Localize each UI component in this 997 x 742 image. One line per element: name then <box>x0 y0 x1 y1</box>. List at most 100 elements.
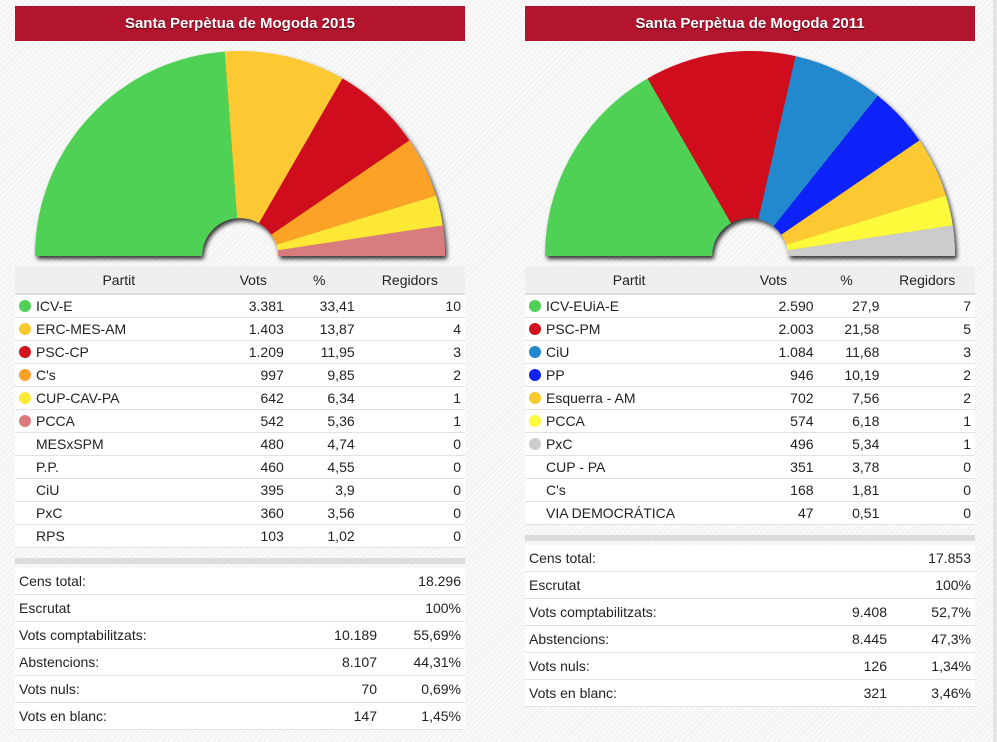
party-color-dot-icon <box>19 369 31 381</box>
votes-cell: 1.209 <box>222 340 284 364</box>
summary-pct: 18.296 <box>381 568 465 595</box>
seats-cell: 0 <box>354 455 465 479</box>
summary-row: Abstencions: 8.107 44,31% <box>15 648 465 676</box>
votes-cell: 496 <box>733 432 814 456</box>
pct-cell: 11,95 <box>283 340 355 364</box>
votes-cell: 47 <box>733 501 814 525</box>
party-cell: MESxSPM <box>15 432 223 456</box>
party-name: CiU <box>546 344 570 360</box>
pct-cell: 6,18 <box>813 409 880 433</box>
party-cell: ICV-EUiA-E <box>525 294 734 318</box>
summary-row: Escrutat 100% <box>15 594 465 622</box>
party-name: PSC-CP <box>36 344 89 360</box>
hemicycle-segment-icv-e <box>35 51 238 257</box>
summary-row: Escrutat 100% <box>525 571 975 599</box>
votes-cell: 480 <box>222 432 284 456</box>
summary-pct: 55,69% <box>381 621 465 649</box>
table-row: PxC 360 3,56 0 <box>15 501 465 525</box>
party-color-dot-icon <box>529 300 541 312</box>
hemicycle-svg <box>545 50 955 257</box>
summary-label: Escrutat <box>15 594 273 622</box>
pct-cell: 6,34 <box>283 386 355 410</box>
header-party: Partit <box>525 266 734 295</box>
party-cell: ERC-MES-AM <box>15 317 223 341</box>
party-cell: ICV-E <box>15 294 223 318</box>
panel-title: Santa Perpètua de Mogoda 2011 <box>525 6 975 41</box>
summary-label: Vots en blanc: <box>15 702 273 730</box>
hemicycle-segment-pxc <box>787 225 955 256</box>
summary-pct: 100% <box>891 571 975 599</box>
hemicycle-segment-pp <box>773 95 920 235</box>
seats-cell: 2 <box>879 363 975 387</box>
table-row: C's 997 9,85 2 <box>15 363 465 387</box>
summary-row: Cens total: 18.296 <box>15 568 465 595</box>
votes-cell: 460 <box>222 455 284 479</box>
summary-value: 8.107 <box>273 648 381 676</box>
summary-row: Vots en blanc: 147 1,45% <box>15 702 465 730</box>
party-color-dot-icon <box>19 484 31 496</box>
votes-cell: 103 <box>222 524 284 548</box>
party-name: PxC <box>36 505 63 521</box>
summary-row: Vots en blanc: 321 3,46% <box>525 679 975 707</box>
hemicycle-segment-esquerra-am <box>781 140 946 245</box>
table-row: PxC 496 5,34 1 <box>525 432 975 456</box>
party-color-dot-icon <box>529 507 541 519</box>
pct-cell: 7,56 <box>813 386 880 410</box>
summary-table: Cens total: 18.296 Escrutat 100% Vots compta… <box>15 568 465 730</box>
hemicycle-segment-psc-pm <box>647 50 796 224</box>
party-name: CiU <box>36 482 60 498</box>
summary-row: Vots comptabilitzats: 9.408 52,7% <box>525 598 975 626</box>
votes-cell: 574 <box>733 409 814 433</box>
party-cell: PP <box>525 363 734 387</box>
table-header-row: Partit Vots % Regidors <box>15 266 465 295</box>
hemicycle-chart <box>525 41 975 266</box>
party-cell: CiU <box>15 478 223 502</box>
party-name: C's <box>36 367 56 383</box>
party-color-dot-icon <box>19 392 31 404</box>
summary-label: Escrutat <box>525 571 783 599</box>
pct-cell: 33,41 <box>283 294 355 318</box>
pct-cell: 9,85 <box>283 363 355 387</box>
summary-value: 9.408 <box>783 598 891 626</box>
hemicycle-segment-psc-cp <box>259 78 410 235</box>
pct-cell: 3,9 <box>283 478 355 502</box>
table-row: CUP-CAV-PA 642 6,34 1 <box>15 386 465 410</box>
hemicycle-group <box>35 50 445 257</box>
hemicycle-segment-ciu <box>758 56 878 227</box>
party-name: MESxSPM <box>36 436 104 452</box>
separator <box>15 558 465 564</box>
votes-cell: 642 <box>222 386 284 410</box>
party-name: C's <box>546 482 566 498</box>
party-color-dot-icon <box>529 323 541 335</box>
separator <box>525 535 975 541</box>
table-row: PCCA 542 5,36 1 <box>15 409 465 433</box>
table-row: PSC-CP 1.209 11,95 3 <box>15 340 465 364</box>
party-color-dot-icon <box>529 415 541 427</box>
header-votes: Vots <box>733 266 814 295</box>
party-name: CUP - PA <box>546 459 606 475</box>
header-pct: % <box>283 266 355 295</box>
table-row: Esquerra - AM 702 7,56 2 <box>525 386 975 410</box>
seats-cell: 2 <box>354 363 465 387</box>
table-row: C's 168 1,81 0 <box>525 478 975 502</box>
party-name: ICV-E <box>36 298 73 314</box>
summary-row: Vots nuls: 126 1,34% <box>525 652 975 680</box>
summary-value <box>783 545 891 572</box>
seats-cell: 4 <box>354 317 465 341</box>
pct-cell: 10,19 <box>813 363 880 387</box>
table-row: P.P. 460 4,55 0 <box>15 455 465 479</box>
seats-cell: 0 <box>354 524 465 548</box>
table-header-row: Partit Vots % Regidors <box>525 266 975 295</box>
party-color-dot-icon <box>529 461 541 473</box>
seats-cell: 2 <box>879 386 975 410</box>
summary-pct: 17.853 <box>891 545 975 572</box>
hemicycle-segment-icv-euia-e <box>545 78 731 257</box>
party-cell: PxC <box>525 432 734 456</box>
party-cell: C's <box>525 478 734 502</box>
seats-cell: 1 <box>879 409 975 433</box>
summary-pct: 52,7% <box>891 598 975 626</box>
party-color-dot-icon <box>19 323 31 335</box>
summary-pct: 44,31% <box>381 648 465 676</box>
header-seats: Regidors <box>354 266 465 295</box>
party-color-dot-icon <box>529 369 541 381</box>
